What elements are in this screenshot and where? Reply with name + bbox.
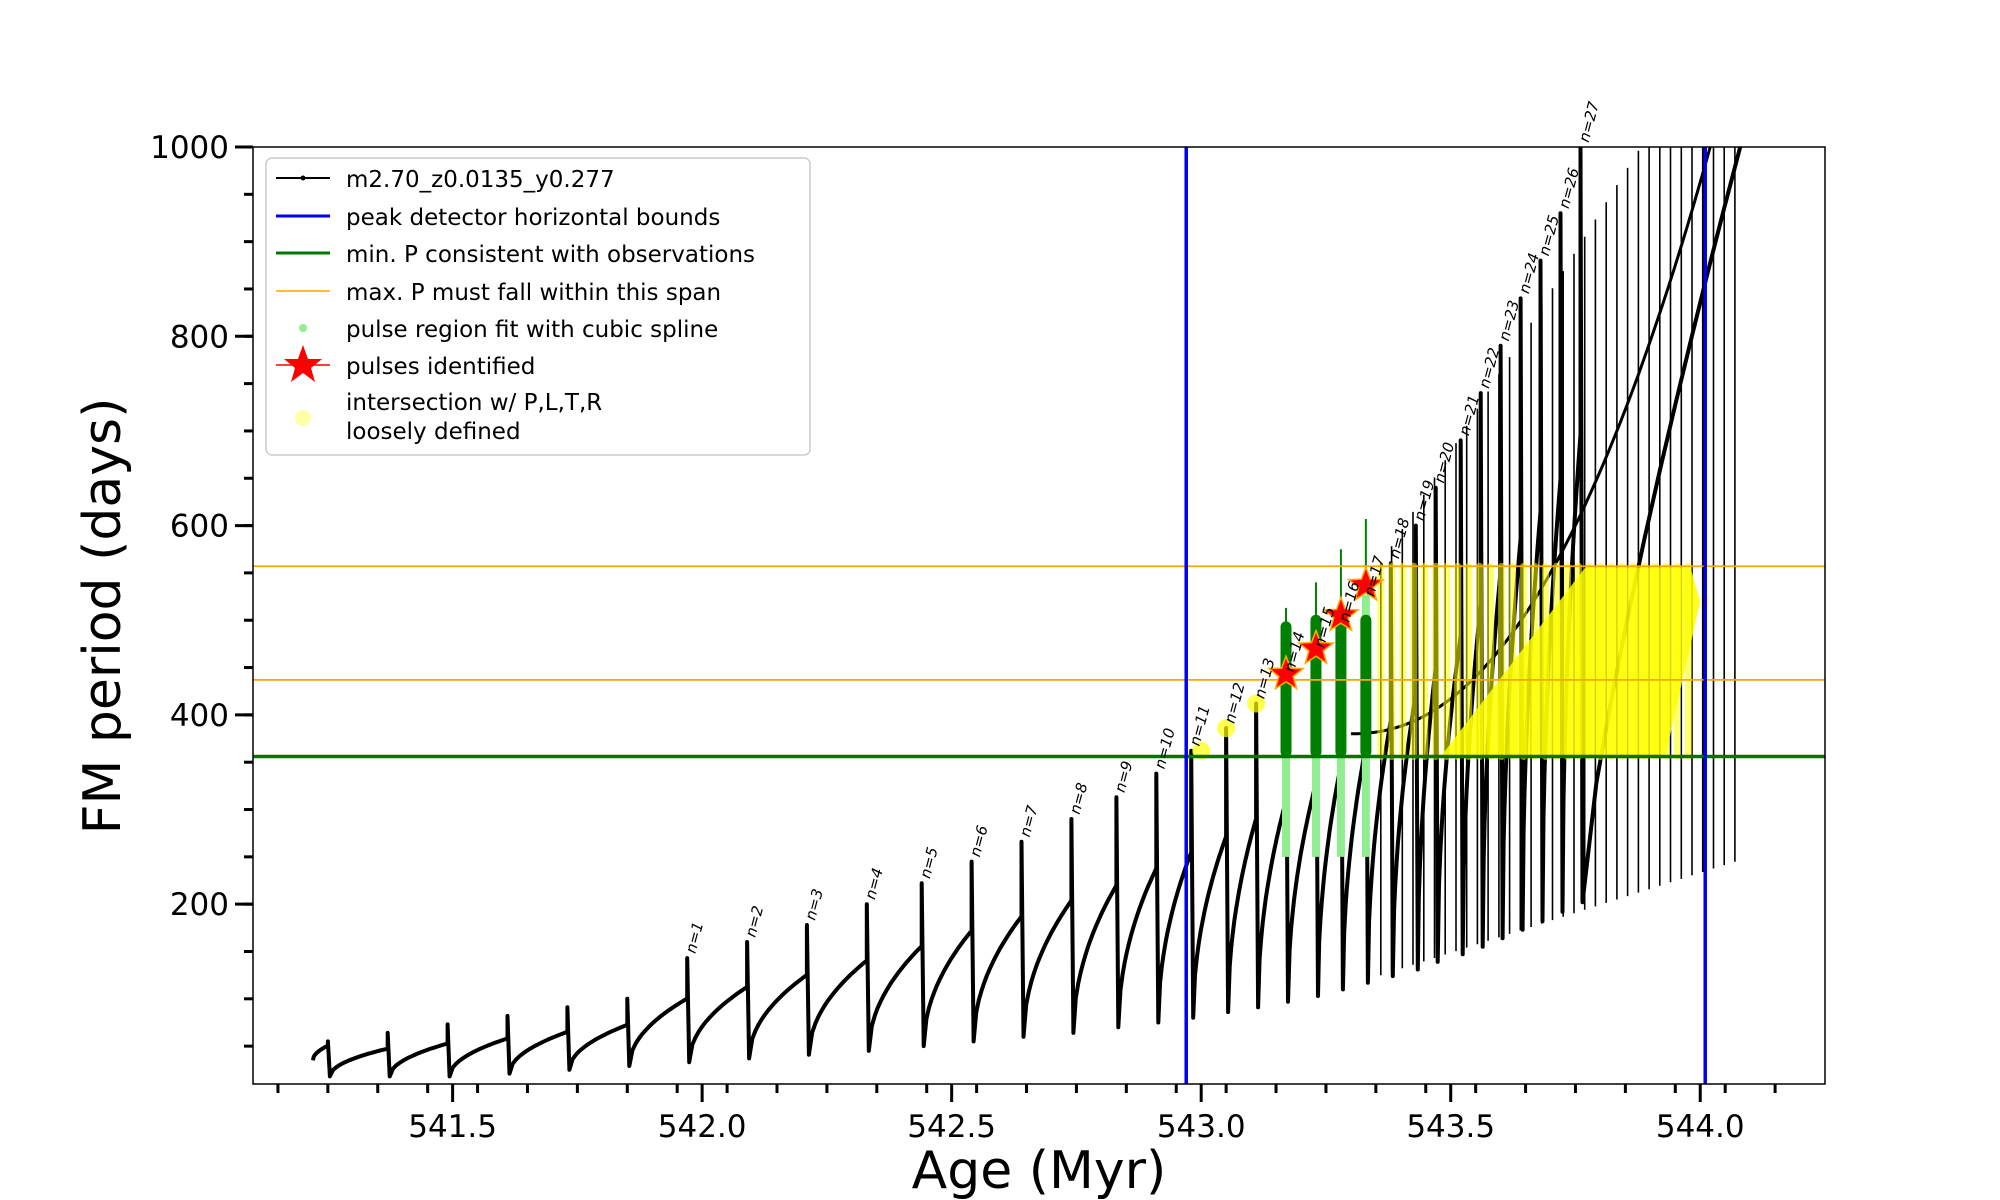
pulse-star-icon (1321, 595, 1361, 632)
legend-box (265, 157, 811, 456)
x-axis: 541.5 542.0 542.5 543.0 543.5 544.0 (276, 1084, 1777, 1145)
y-tick-label: 800 (170, 319, 229, 355)
legend-label: max. P must fall within this span (346, 280, 721, 306)
x-tick-label: 543.5 (1406, 1109, 1495, 1145)
legend-entry-model-track: m2.70_z0.0135_y0.277 (276, 167, 615, 193)
x-axis-label: Age (Myr) (912, 1141, 1167, 1200)
pulse-star-icon (1266, 654, 1306, 691)
legend-label: m2.70_z0.0135_y0.277 (346, 167, 615, 193)
pulse-star-icon (1346, 565, 1386, 602)
x-tick-label: 541.5 (408, 1109, 497, 1145)
legend-entry-spline: pulse region fit with cubic spline (299, 317, 718, 343)
legend-label: min. P consistent with observations (346, 242, 755, 268)
x-tick-label: 542.0 (658, 1109, 747, 1145)
x-tick-label: 542.5 (907, 1109, 996, 1145)
y-tick-label: 600 (170, 509, 229, 545)
legend-entry-pulses: pulses identified (276, 345, 535, 382)
y-tick-label: 400 (170, 698, 229, 734)
x-tick-label: 543.0 (1157, 1109, 1246, 1145)
legend-label: peak detector horizontal bounds (346, 205, 720, 231)
legend-swatch-yellow-dot (295, 410, 311, 426)
legend-entry-intersection: intersection w/ P,L,T,R loosely defined (295, 390, 602, 445)
plot-frame (252, 146, 1826, 1085)
legend-label: pulse region fit with cubic spline (346, 317, 718, 343)
y-axis-label: FM period (days) (73, 398, 133, 835)
plot-area (253, 147, 1825, 1084)
legend-label: intersection w/ P,L,T,R (346, 390, 602, 416)
plot-data-layer: n=1 n=2 n=3n=4n=5n=6n=7n=8n=9n=10n=11n=12n… (253, 99, 1825, 1084)
legend: m2.70_z0.0135_y0.277 peak detector horiz… (265, 157, 811, 456)
legend-swatch-track-dot (300, 175, 306, 181)
intersection-point (1217, 719, 1236, 738)
y-axis: 200 400 600 800 1000 (150, 130, 253, 1048)
legend-entry-min-period: min. P consistent with observations (276, 242, 755, 268)
legend-label-line2: loosely defined (346, 419, 521, 445)
legend-label: pulses identified (346, 354, 535, 380)
intersection-point (1247, 694, 1266, 713)
pulse-star-icon (1296, 628, 1336, 665)
legend-swatch-lightgreen-dot (299, 324, 307, 332)
legend-entry-peak-bounds: peak detector horizontal bounds (276, 205, 720, 231)
y-tick-label: 1000 (150, 130, 229, 166)
legend-swatch-star-icon (284, 345, 322, 382)
x-tick-label: 544.0 (1656, 1109, 1745, 1145)
legend-entry-max-span: max. P must fall within this span (276, 280, 721, 306)
y-tick-label: 200 (170, 887, 229, 923)
